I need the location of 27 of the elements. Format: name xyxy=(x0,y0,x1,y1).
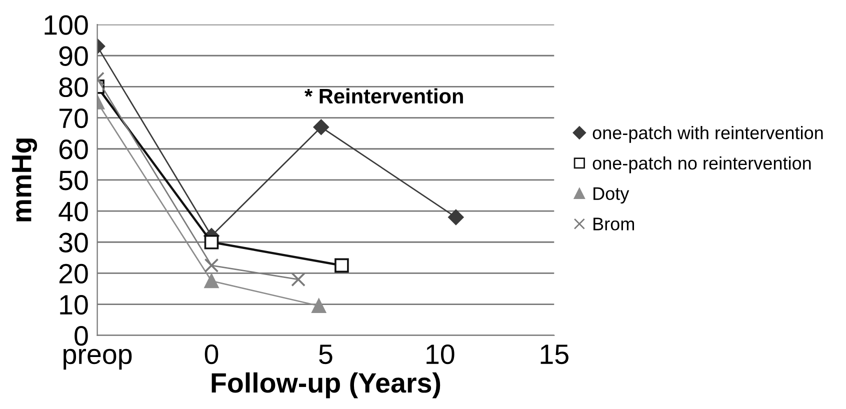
legend-label: one-patch with reintervention xyxy=(592,126,823,143)
point xyxy=(204,234,219,250)
x-tick-label: 15 xyxy=(540,344,568,364)
y-axis-title: mmHg xyxy=(12,138,38,222)
y-tick-label: 80 xyxy=(59,77,88,98)
legend-label: Doty xyxy=(594,187,630,204)
y-tick-label: 0 xyxy=(74,326,88,346)
annotation: * Reintervention xyxy=(304,88,463,104)
y-tick-label: 60 xyxy=(59,140,88,160)
legend-label: Brom xyxy=(594,218,634,230)
x-axis-title: Follow-up (Years) xyxy=(212,372,440,398)
point xyxy=(204,274,219,288)
point xyxy=(313,119,329,135)
y-tick-label: 90 xyxy=(59,46,88,66)
y-tick-label: 30 xyxy=(59,232,88,252)
y-tick-label: 100 xyxy=(44,15,88,35)
x-tick-label: 0 xyxy=(204,344,218,364)
y-tick-label: 20 xyxy=(59,264,88,284)
y-tick-label: 10 xyxy=(60,294,88,315)
point xyxy=(204,258,219,273)
legend-label: one-patch no reintervention xyxy=(592,156,811,174)
x-tick-label: preop xyxy=(64,348,132,370)
x-tick-label: 10 xyxy=(426,344,454,364)
x-tick-label: 5 xyxy=(319,344,332,364)
y-tick-label: 70 xyxy=(59,108,88,128)
y-tick-label: 40 xyxy=(58,202,88,222)
y-tick-label: 50 xyxy=(59,170,88,190)
